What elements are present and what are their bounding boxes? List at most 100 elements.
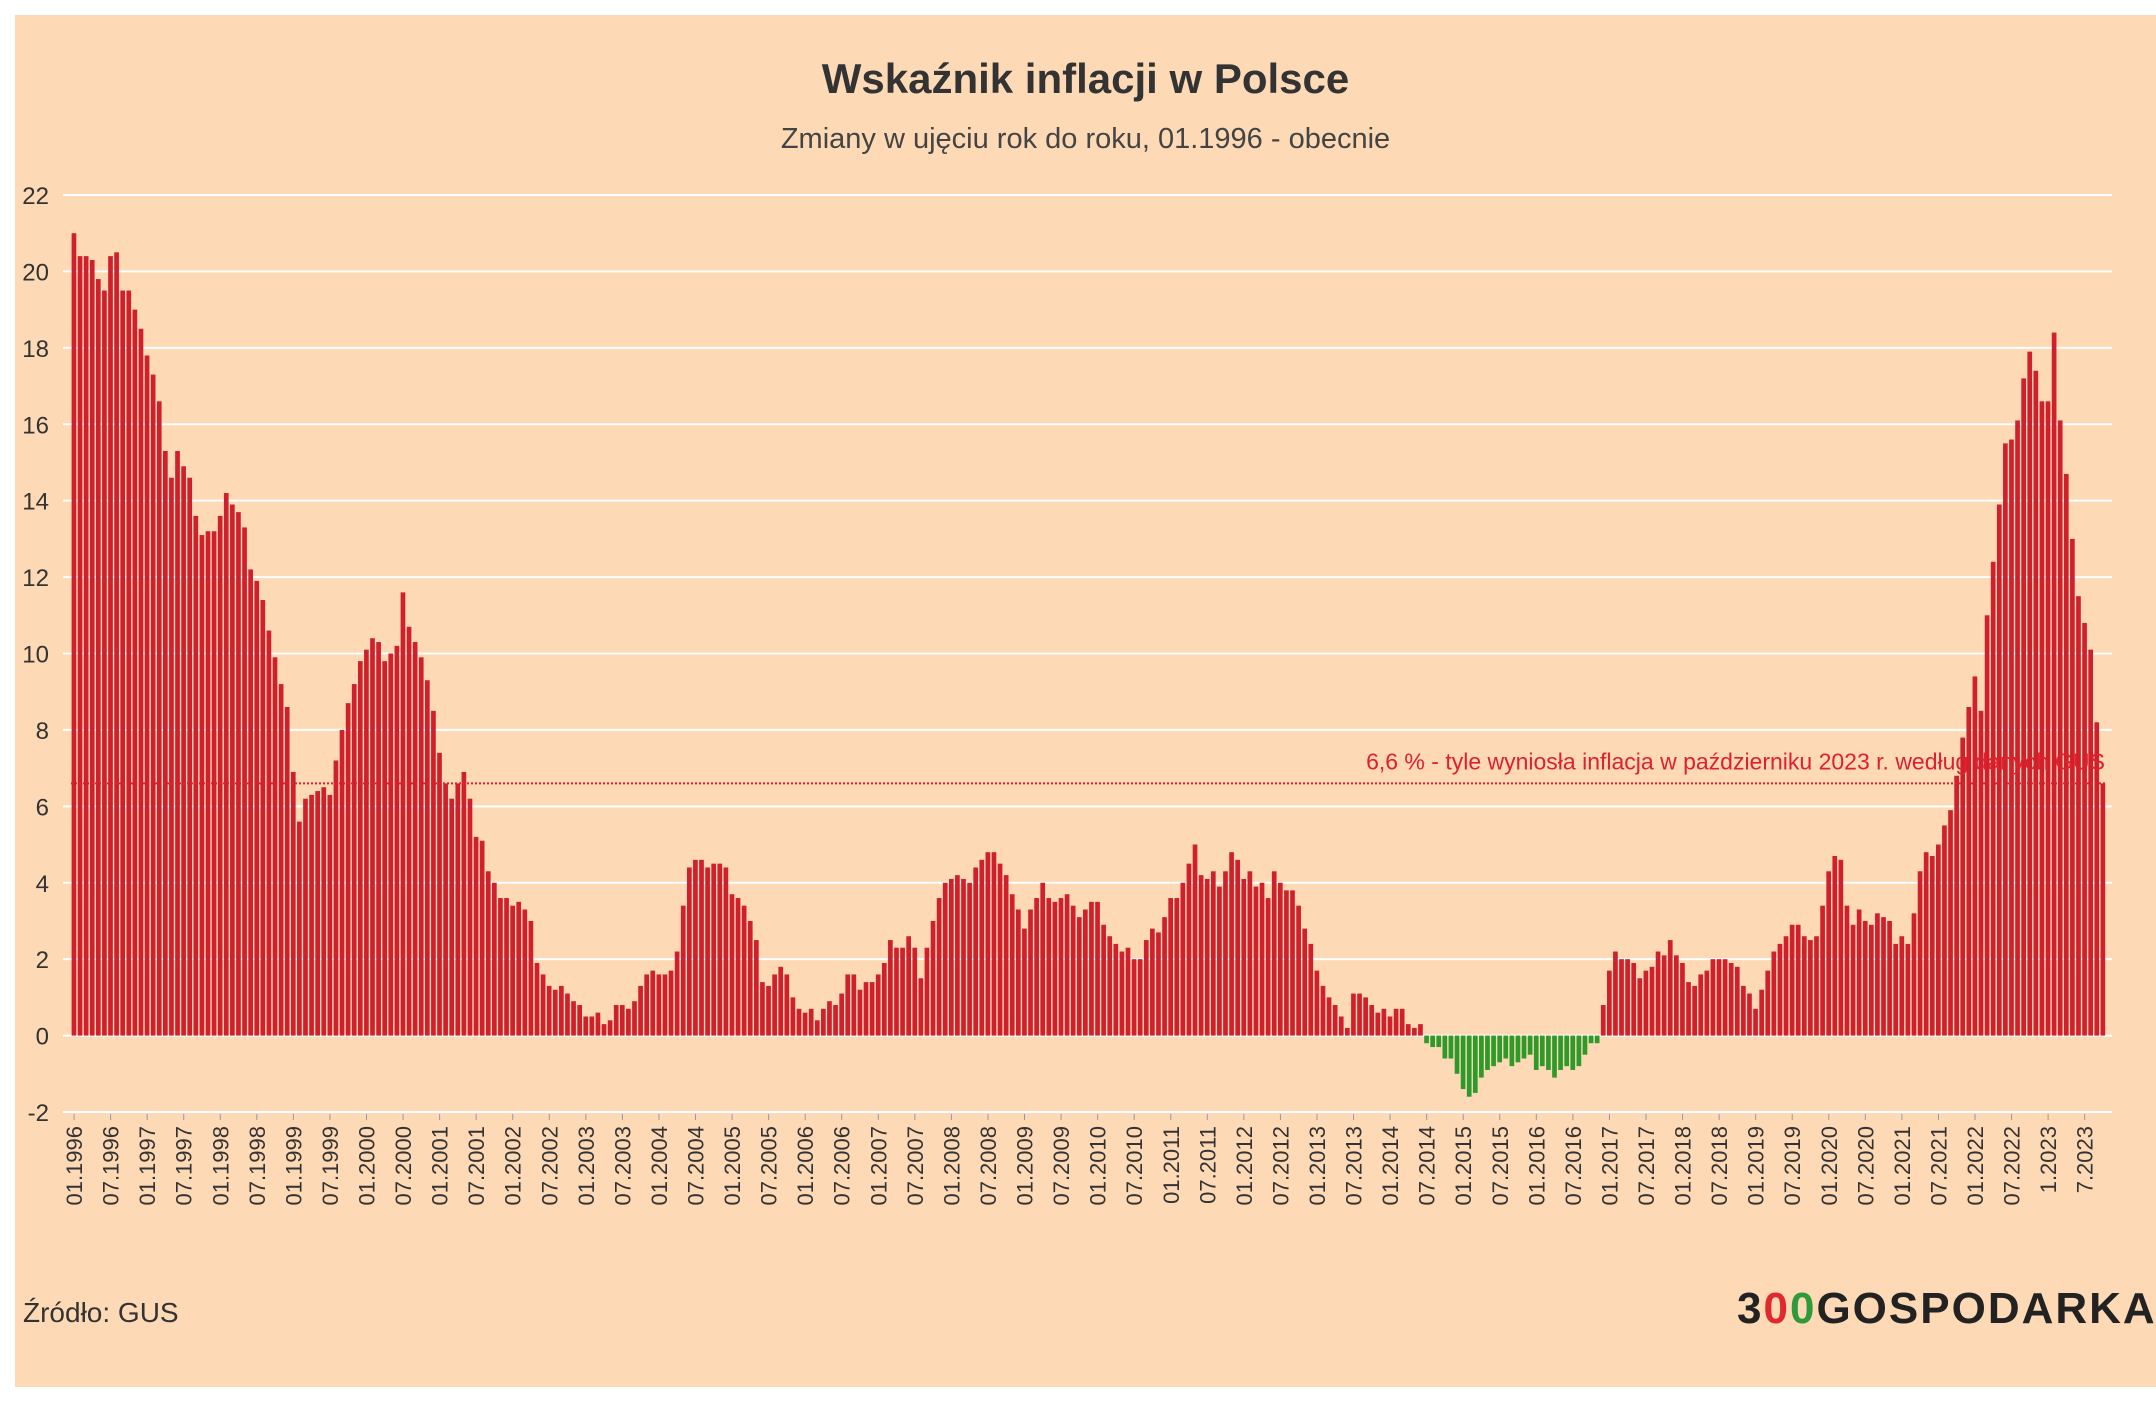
bar xyxy=(479,840,485,1036)
bar xyxy=(1424,1035,1429,1044)
bar xyxy=(1363,997,1368,1036)
bar xyxy=(2015,420,2020,1036)
bar xyxy=(2063,473,2069,1036)
bar xyxy=(607,1020,613,1036)
bar xyxy=(473,836,479,1036)
bar xyxy=(1271,871,1277,1036)
bar xyxy=(1326,997,1332,1036)
bar xyxy=(808,1008,814,1036)
x-tick-label: 07.2014 xyxy=(1415,1126,1440,1206)
bar xyxy=(2057,420,2063,1036)
x-tick-label: 7.2023 xyxy=(2073,1126,2098,1193)
bar xyxy=(120,290,126,1036)
bar xyxy=(1686,982,1691,1036)
bar xyxy=(1972,676,1978,1036)
bar xyxy=(1954,775,1959,1036)
bar xyxy=(175,450,180,1036)
bar xyxy=(1875,913,1880,1036)
bar xyxy=(199,535,205,1036)
bar xyxy=(1143,940,1149,1036)
bar xyxy=(1893,943,1899,1036)
bar xyxy=(577,1005,582,1036)
reference-annotation: 6,6 % - tyle wyniosła inflacja w paździe… xyxy=(1366,748,2105,774)
bar xyxy=(1412,1027,1417,1036)
bar xyxy=(863,982,869,1036)
bar xyxy=(1728,962,1734,1036)
bar xyxy=(1320,985,1326,1036)
bar xyxy=(1265,898,1271,1036)
bar xyxy=(1856,909,1862,1036)
bar xyxy=(193,515,199,1036)
bar xyxy=(1765,970,1771,1036)
bar xyxy=(924,947,930,1036)
bar xyxy=(144,355,150,1036)
bar xyxy=(278,684,284,1036)
bar xyxy=(1734,966,1740,1036)
bar xyxy=(2088,649,2094,1036)
x-tick-label: 01.2008 xyxy=(939,1126,964,1206)
bar xyxy=(254,580,260,1036)
bar xyxy=(388,653,394,1036)
bar xyxy=(1460,1035,1466,1090)
bar xyxy=(1247,871,1253,1036)
bar xyxy=(437,752,442,1036)
bar xyxy=(1332,1005,1338,1036)
bar xyxy=(169,477,174,1036)
x-tick-label: 07.1996 xyxy=(99,1126,124,1206)
bar xyxy=(888,940,893,1036)
logo-digit-0-green: 0 xyxy=(1789,1284,1817,1333)
bar xyxy=(1454,1035,1460,1074)
bar xyxy=(2003,443,2008,1036)
bar xyxy=(498,898,503,1036)
bar xyxy=(528,920,534,1036)
x-tick-label: 07.2012 xyxy=(1268,1126,1293,1206)
bar xyxy=(162,450,168,1036)
bar xyxy=(735,898,741,1036)
bar xyxy=(1838,859,1844,1036)
bar xyxy=(1338,1016,1344,1036)
bar xyxy=(1259,882,1265,1036)
bar xyxy=(1210,871,1216,1036)
bar xyxy=(2094,722,2100,1036)
y-tick-label: 4 xyxy=(36,871,49,898)
bar xyxy=(1137,959,1143,1036)
x-tick-label: 01.2020 xyxy=(1817,1126,1842,1206)
bar xyxy=(1936,844,1941,1036)
bar xyxy=(1308,943,1314,1036)
logo-wordmark: GOSPODARKA xyxy=(1816,1284,2156,1333)
bar xyxy=(1637,978,1643,1036)
x-tick-label: 07.2010 xyxy=(1122,1126,1147,1206)
bar xyxy=(181,466,186,1036)
x-tick-label: 07.2005 xyxy=(757,1126,782,1206)
bar xyxy=(540,974,546,1036)
bar xyxy=(821,1008,826,1036)
bar xyxy=(2033,370,2039,1036)
bar xyxy=(2027,351,2033,1036)
bar xyxy=(686,867,692,1036)
bar xyxy=(321,787,327,1036)
bar xyxy=(1405,1024,1411,1036)
x-tick-label: 01.2016 xyxy=(1524,1126,1549,1206)
bar xyxy=(1600,1005,1606,1036)
bar xyxy=(693,859,698,1036)
bar xyxy=(1107,936,1113,1036)
y-tick-label: -2 xyxy=(28,1100,49,1127)
bar xyxy=(297,821,302,1036)
bar xyxy=(89,259,95,1036)
bar xyxy=(266,630,272,1036)
bar xyxy=(1649,966,1655,1036)
bar xyxy=(839,993,844,1036)
x-tick-label: 01.2009 xyxy=(1013,1126,1038,1206)
y-tick-label: 14 xyxy=(22,489,49,516)
bar xyxy=(1606,970,1612,1036)
bar xyxy=(1747,993,1752,1036)
bar xyxy=(382,661,388,1036)
bar xyxy=(894,947,899,1036)
bar xyxy=(284,706,290,1036)
bar xyxy=(2100,783,2106,1036)
bar xyxy=(1558,1035,1563,1070)
bar xyxy=(1881,917,1886,1036)
bar xyxy=(790,997,796,1036)
bar xyxy=(589,1016,595,1036)
bar xyxy=(1814,936,1819,1036)
